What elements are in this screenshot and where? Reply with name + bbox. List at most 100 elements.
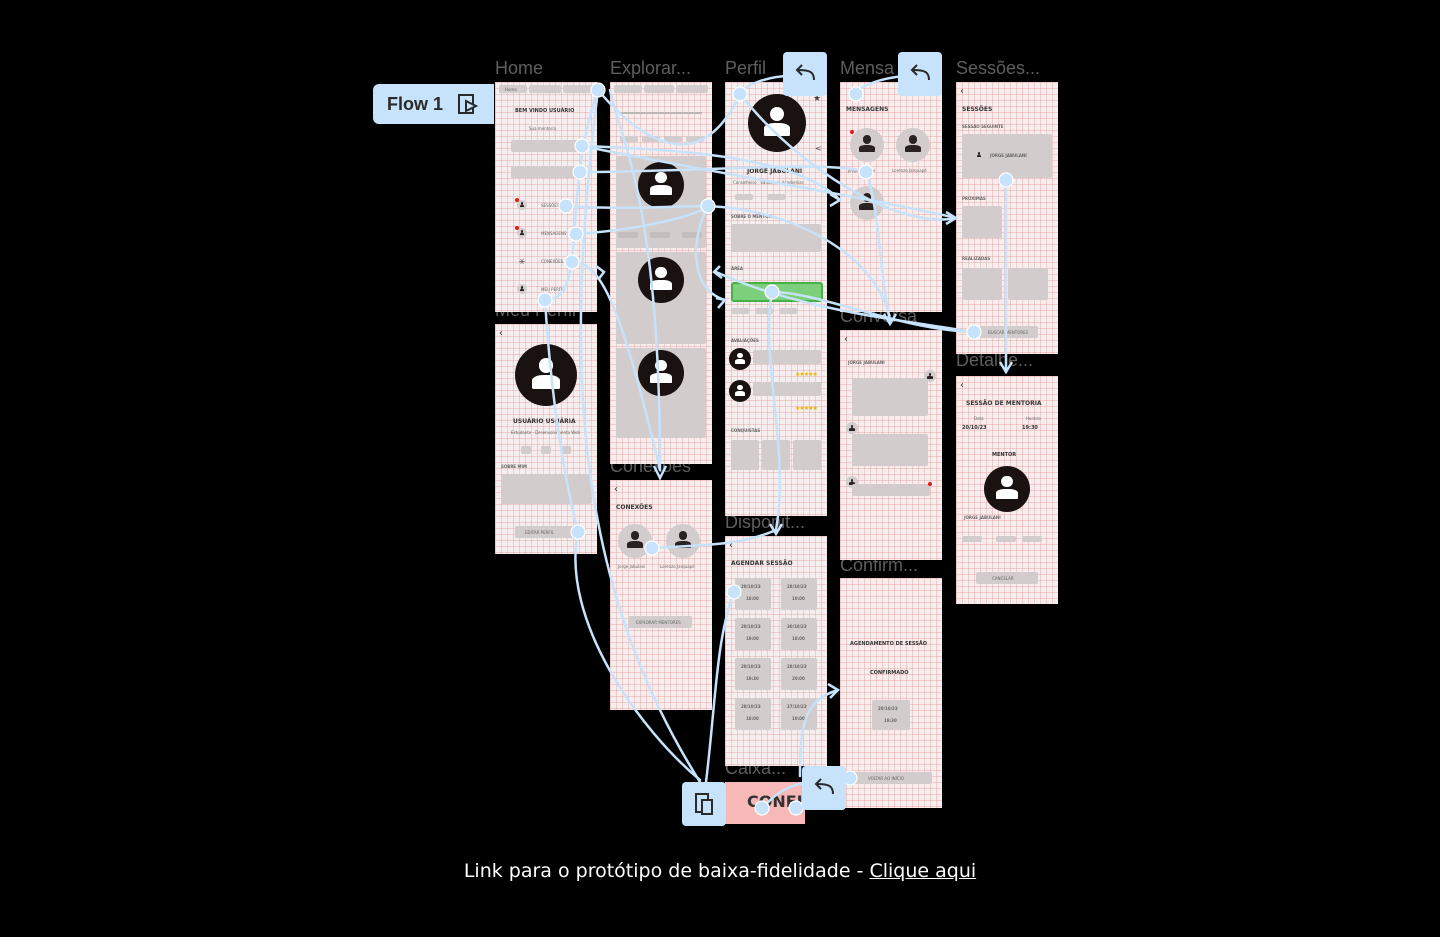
mensagens-screen[interactable]: MENSAGENS Jorge Jabulani Lorenzo Jarquap… bbox=[840, 82, 942, 312]
social-icon[interactable] bbox=[521, 446, 531, 454]
tab-placeholder[interactable] bbox=[529, 85, 561, 93]
session-card[interactable] bbox=[1008, 268, 1048, 300]
user-name: USUÁRIO USUÁRIA bbox=[513, 418, 576, 425]
back-icon[interactable]: ‹ bbox=[960, 380, 964, 391]
conversa-screen[interactable]: ‹ JORGE JABULANI bbox=[840, 330, 942, 560]
tab-placeholder[interactable] bbox=[644, 85, 674, 93]
reviewer-avatar bbox=[729, 380, 751, 402]
time-slot[interactable]: 30/10/23 18:00 bbox=[781, 618, 817, 650]
explorar-mentores-button[interactable]: EXPLORAR MENTORES bbox=[628, 616, 692, 628]
agendar-title: AGENDAR SESSÃO bbox=[731, 560, 793, 567]
time-slot[interactable]: 28/10/23 20:00 bbox=[781, 658, 817, 690]
contact-avatar[interactable] bbox=[896, 128, 930, 162]
share-icon[interactable]: < bbox=[815, 144, 822, 153]
tab-placeholder[interactable] bbox=[563, 85, 593, 93]
arrow-head bbox=[827, 682, 841, 699]
explorar-screen[interactable] bbox=[610, 82, 712, 464]
confirmacao-screen[interactable]: AGENDAMENTO DE SESSÃO CONFIRMADO 20/10/2… bbox=[840, 578, 942, 808]
back-icon[interactable]: ‹ bbox=[844, 334, 848, 345]
schedule-button[interactable] bbox=[731, 282, 823, 302]
buscar-mentores-button[interactable]: BUSCAR MENTORES bbox=[980, 326, 1038, 338]
detalhes-title: SESSÃO DE MENTORIA bbox=[966, 400, 1042, 407]
filter-chip[interactable] bbox=[620, 136, 638, 142]
slot-time: 19:00 bbox=[792, 596, 805, 601]
filter-chip[interactable] bbox=[664, 136, 682, 142]
time-slot[interactable]: 20/10/23 18:00 bbox=[735, 578, 771, 610]
slot-date: 28/10/23 bbox=[787, 584, 807, 589]
editar-perfil-button[interactable]: EDITAR PERFIL bbox=[515, 526, 575, 538]
sender-avatar bbox=[846, 422, 858, 434]
cancelar-button[interactable]: CANCELAR bbox=[976, 572, 1038, 584]
contact-avatar[interactable] bbox=[850, 128, 884, 162]
contact-avatar[interactable] bbox=[850, 186, 884, 220]
frame-title-mensagens: Mensa bbox=[840, 58, 895, 78]
home-item-perfil[interactable]: MEU PERFIL bbox=[541, 287, 565, 292]
detalhes-screen[interactable]: ‹ SESSÃO DE MENTORIA Data Horário 20/10/… bbox=[956, 376, 1058, 604]
message-input[interactable] bbox=[852, 484, 930, 496]
voltar-inicio-button[interactable]: VOLTAR AO INÍCIO bbox=[848, 772, 932, 784]
social-icon[interactable] bbox=[561, 446, 571, 454]
back-arrow-icon bbox=[910, 64, 930, 81]
slot-time: 18:00 bbox=[792, 636, 805, 641]
session-card[interactable] bbox=[962, 206, 1002, 238]
send-dot[interactable] bbox=[928, 482, 932, 486]
achievement-badge bbox=[762, 440, 790, 470]
contact-avatar[interactable] bbox=[666, 524, 700, 558]
mentor-name: JORGE JABULANI bbox=[747, 168, 803, 175]
contact-name: Jorge Jabulani bbox=[618, 564, 646, 569]
time-slot[interactable]: 27/10/23 19:00 bbox=[781, 698, 817, 730]
back-action-tile[interactable] bbox=[898, 52, 942, 96]
slot-date: 20/10/23 bbox=[741, 664, 761, 669]
frame-title-sessoes: Sessões... bbox=[956, 58, 1041, 78]
home-item-sessoes[interactable]: SESSÕES bbox=[541, 203, 560, 208]
detalhes-time: 19:30 bbox=[1022, 425, 1038, 431]
social-icon[interactable] bbox=[541, 446, 551, 454]
label-horario: Horário bbox=[1026, 416, 1041, 421]
back-icon[interactable]: ‹ bbox=[960, 86, 964, 97]
section-next: SESSÃO SEGUINTE bbox=[962, 124, 1004, 129]
mentor-subtitle: Conselheiro · Saúde em Academias bbox=[733, 180, 804, 185]
tab-placeholder[interactable] bbox=[676, 85, 708, 93]
back-action-tile[interactable] bbox=[802, 766, 846, 810]
agendar-screen[interactable]: ‹ AGENDAR SESSÃO 20/10/23 18:00 28/10/23 19… bbox=[725, 536, 827, 766]
frame-title-perfil: Perfil bbox=[725, 58, 767, 78]
home-card[interactable] bbox=[511, 166, 581, 178]
home-tab[interactable]: Home bbox=[499, 85, 527, 93]
play-icon[interactable] bbox=[457, 93, 479, 115]
prototype-link[interactable]: Clique aqui bbox=[869, 860, 977, 882]
filter-chip[interactable] bbox=[686, 136, 704, 142]
contact-avatar[interactable] bbox=[618, 524, 652, 558]
time-slot[interactable]: 20/10/23 19:00 bbox=[735, 618, 771, 650]
back-icon[interactable]: ‹ bbox=[614, 484, 618, 495]
tag bbox=[650, 232, 670, 238]
time-slot[interactable]: 28/10/23 18:00 bbox=[735, 698, 771, 730]
home-item-mensagens[interactable]: MENSAGENS bbox=[541, 231, 567, 236]
time-slot[interactable]: 20/10/23 19:30 bbox=[735, 658, 771, 690]
message-icon bbox=[517, 228, 527, 238]
frame-title-detalhes: Detalhe... bbox=[956, 350, 1034, 370]
back-icon[interactable]: ‹ bbox=[729, 540, 733, 551]
perfil-screen[interactable]: ★ < JORGE JABULANI Conselheiro · Saúde e… bbox=[725, 82, 827, 516]
back-action-tile[interactable] bbox=[783, 52, 827, 96]
tag bbox=[1022, 536, 1042, 542]
home-item-conexoes[interactable]: CONEXÕES bbox=[541, 259, 564, 264]
meu-perfil-screen[interactable]: ‹ USUÁRIO USUÁRIA Estudante · Desenvolvi… bbox=[495, 324, 597, 554]
slot-time: 20:00 bbox=[792, 676, 805, 681]
filter-chip[interactable] bbox=[642, 136, 660, 142]
back-icon[interactable]: ‹ bbox=[499, 328, 503, 339]
home-screen[interactable]: Home BEM VINDO USUÁRIO Sua mentoria SESS… bbox=[495, 82, 597, 312]
overlay-action-tile[interactable] bbox=[682, 782, 726, 826]
conexoes-screen[interactable]: ‹ CONEXÕES Jorge Jabulani Lorenzo Jarqua… bbox=[610, 480, 712, 710]
frame-title-home: Home bbox=[495, 58, 544, 78]
search-bar[interactable] bbox=[620, 112, 702, 114]
sessoes-screen[interactable]: ‹ SESSÕES SESSÃO SEGUINTE JORGE JABULANI… bbox=[956, 82, 1058, 354]
session-card[interactable] bbox=[962, 268, 1002, 300]
frame-title-explorar: Explorar... bbox=[610, 58, 692, 78]
time-slot[interactable]: 28/10/23 19:00 bbox=[781, 578, 817, 610]
home-card[interactable] bbox=[511, 140, 581, 152]
caixa-screen[interactable]: CONFIR bbox=[725, 782, 815, 824]
home-subtitle: Sua mentoria bbox=[529, 126, 556, 131]
mentor-avatar bbox=[638, 350, 684, 396]
flow-starting-point[interactable]: Flow 1 bbox=[373, 84, 494, 124]
tab-placeholder[interactable] bbox=[614, 85, 642, 93]
